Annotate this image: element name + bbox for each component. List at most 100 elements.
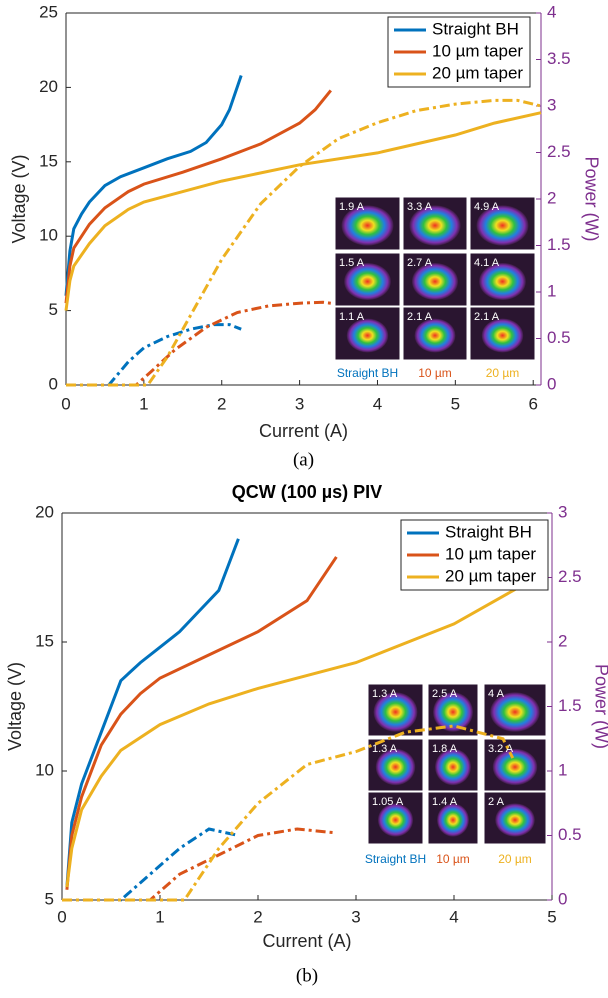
beam-spot [377,803,414,837]
beam-spot [490,692,540,732]
inset-label: 2.1 A [407,311,433,323]
inset-label: 1.9 A [339,201,365,213]
y-tick-label: 15 [35,631,54,650]
y2-tick-label: 1 [547,281,556,300]
y2-axis-label: Power (W) [591,664,608,749]
beam-spot [435,748,471,786]
y2-tick-label: 0.5 [558,825,582,844]
power-line [62,724,515,902]
voltage-line [64,75,243,296]
x-tick-label: 3 [295,394,304,413]
beam-spot [346,318,389,353]
voltage-line [65,538,240,888]
inset-caption: Straight BH [365,852,426,866]
beam-spot [373,692,418,732]
y2-tick-label: 1.5 [547,235,571,254]
y-tick-label: 5 [49,300,58,319]
x-tick-label: 0 [61,394,70,413]
inset-label: 4 A [488,688,505,700]
x-tick-label: 6 [528,394,537,413]
beam-image [367,791,424,845]
y2-tick-label: 4 [547,2,556,21]
inset-label: 1.8 A [432,743,458,755]
y2-axis-label: Power (W) [581,157,601,242]
legend-label: 10 µm taper [445,544,536,563]
beam-spot [495,803,535,837]
y2-tick-label: 2 [558,631,567,650]
y-tick-label: 0 [49,374,58,393]
inset-label: 4.1 A [474,257,500,269]
inset-label: 1.3 A [372,743,398,755]
y2-tick-label: 1.5 [558,696,582,715]
y2-tick-label: 0.5 [547,328,571,347]
y-tick-label: 20 [39,77,58,96]
y2-tick-label: 2.5 [547,142,571,161]
inset-label: 1.05 A [372,796,404,808]
inset-label: 1.1 A [339,311,365,323]
power-line [66,300,331,387]
inset-caption: 10 µm [418,366,452,380]
caption: (a) [293,449,314,470]
y-tick-label: 20 [35,502,54,521]
beam-spot [476,205,529,246]
x-axis-label: Current (A) [259,421,348,441]
voltage-line [65,556,338,890]
inset-label: 4.9 A [474,201,500,213]
inset-label: 2.5 A [432,688,458,700]
y2-tick-label: 2.5 [558,567,582,586]
beam-spot [433,692,473,732]
inset-caption: Straight BH [337,366,398,380]
beam-spot [492,748,538,786]
x-tick-label: 1 [139,394,148,413]
x-tick-label: 4 [373,394,382,413]
y2-tick-label: 0 [558,889,567,908]
y-axis-label: Voltage (V) [5,662,25,751]
y-axis-label: Voltage (V) [9,154,29,243]
voltage-line [64,89,332,304]
x-tick-label: 2 [217,394,226,413]
inset-label: 2.1 A [474,311,500,323]
power-line [66,98,542,387]
y-tick-label: 10 [39,226,58,245]
y-tick-label: 15 [39,151,58,170]
y2-tick-label: 3.5 [547,49,571,68]
y-tick-label: 10 [35,760,54,779]
y-tick-label: 25 [39,2,58,21]
x-tick-label: 1 [155,907,164,926]
power-line [62,827,239,902]
inset-label: 1.5 A [339,257,365,269]
inset-label: 3.3 A [407,201,433,213]
y2-tick-label: 2 [547,188,556,207]
x-tick-label: 5 [451,394,460,413]
inset-caption: 20 µm [498,852,532,866]
y2-tick-label: 1 [558,760,567,779]
x-tick-label: 3 [351,907,360,926]
beam-spot [344,262,391,301]
beam-spot [481,318,524,353]
inset-label: 2 A [488,796,505,808]
legend-label: 20 µm taper [432,63,523,82]
legend-label: Straight BH [432,19,519,38]
inset-caption: 20 µm [486,366,520,380]
chart-title: QCW (100 µs) PIV [232,482,382,502]
caption: (b) [296,965,318,986]
y-tick-label: 5 [45,889,54,908]
beam-spot [411,262,459,301]
legend-label: 10 µm taper [432,41,523,60]
y2-tick-label: 3 [558,502,567,521]
legend-label: 20 µm taper [445,566,536,585]
beam-spot [414,318,456,353]
inset-label: 2.7 A [407,257,433,269]
x-tick-label: 2 [253,907,262,926]
y2-tick-label: 3 [547,95,556,114]
inset-label: 1.3 A [372,688,398,700]
x-axis-label: Current (A) [262,931,351,951]
voltage-line [64,111,542,311]
inset-label: 1.4 A [432,796,458,808]
beam-spot [341,205,394,246]
beam-spot [409,205,461,246]
power-line [66,323,242,387]
beam-spot [479,262,526,301]
y2-tick-label: 0 [547,374,556,393]
